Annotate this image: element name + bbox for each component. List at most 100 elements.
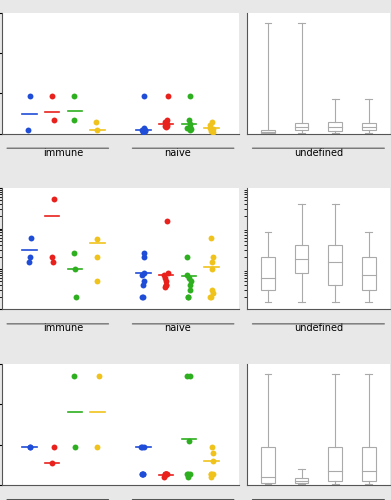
Point [187,120,193,128]
Point [140,470,147,478]
Point [71,116,77,124]
Point [184,124,190,132]
Point [162,470,168,478]
Point [187,281,193,289]
Point [162,470,168,478]
Point [162,284,169,292]
Point [209,118,215,126]
Point [161,271,167,279]
Point [142,126,148,134]
Point [162,274,168,282]
Point [207,124,213,132]
Point [164,122,170,130]
Point [210,448,216,456]
Bar [261,257,275,290]
Point [162,470,169,478]
Point [208,470,214,478]
Point [138,470,145,478]
Point [208,126,214,134]
Point [48,253,55,261]
Point [93,126,100,134]
Point [142,126,148,134]
Point [185,293,191,301]
Point [93,277,100,285]
Point [140,281,147,289]
Point [51,442,57,450]
Point [163,281,170,289]
Point [72,442,78,450]
Point [208,258,215,266]
Point [140,470,146,478]
Point [25,258,32,266]
Point [187,286,194,294]
Bar [362,122,376,130]
Point [187,92,193,100]
Point [185,116,192,124]
Point [185,293,191,301]
Point [71,372,77,380]
Point [165,269,171,277]
Bar [328,122,342,130]
Point [93,253,100,261]
Bar [295,122,308,130]
Point [140,128,146,136]
Point [141,124,147,132]
Point [207,120,213,128]
Point [139,271,145,279]
Point [187,372,193,380]
Point [163,122,169,130]
Point [49,92,55,100]
Point [185,473,192,481]
Point [164,470,170,478]
Point [141,442,147,450]
Point [187,470,193,478]
Point [140,277,147,285]
Point [138,442,145,450]
Point [207,293,213,301]
Point [139,442,145,450]
Point [210,470,216,478]
Point [162,122,169,130]
Point [184,253,190,261]
Point [50,258,56,266]
Point [139,470,145,478]
Point [208,293,214,301]
Point [25,126,32,134]
Point [208,234,214,241]
Bar [328,446,342,481]
Point [27,253,33,261]
Bar [295,244,308,273]
Point [209,286,215,294]
Bar [328,244,342,285]
Point [50,116,57,124]
Point [187,277,194,285]
Point [184,271,190,279]
Point [210,290,216,298]
Point [94,235,100,243]
Bar [362,446,376,481]
Point [27,442,33,450]
Point [138,126,145,134]
Point [163,277,169,285]
Point [187,122,193,130]
Point [93,118,99,126]
Point [163,470,169,478]
Point [184,372,190,380]
Point [71,92,77,100]
Point [161,118,168,126]
Point [187,124,194,132]
Bar [261,446,275,483]
Point [141,249,147,257]
Point [73,293,79,301]
Point [209,265,215,273]
Point [27,92,33,100]
Point [185,436,192,444]
Point [187,126,193,134]
Point [210,128,216,136]
Point [95,372,102,380]
Point [208,442,215,450]
Point [210,457,216,465]
Point [141,92,147,100]
Point [27,234,34,241]
Point [140,253,147,261]
